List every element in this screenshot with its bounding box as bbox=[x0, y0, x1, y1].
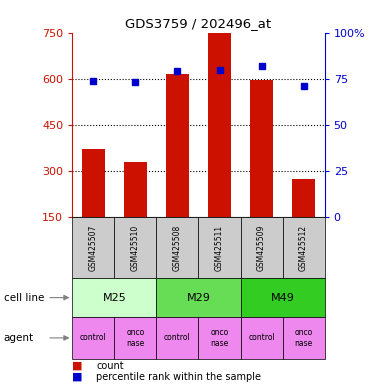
Bar bbox=[283, 317, 325, 359]
Bar bbox=[72, 317, 114, 359]
Bar bbox=[157, 278, 240, 317]
Bar bbox=[157, 317, 198, 359]
Text: GSM425512: GSM425512 bbox=[299, 225, 308, 271]
Text: count: count bbox=[96, 361, 124, 371]
Bar bbox=[208, 33, 231, 217]
Title: GDS3759 / 202496_at: GDS3759 / 202496_at bbox=[125, 17, 272, 30]
Text: control: control bbox=[248, 333, 275, 343]
Text: control: control bbox=[80, 333, 107, 343]
Bar bbox=[240, 217, 283, 278]
Text: M29: M29 bbox=[187, 293, 210, 303]
Bar bbox=[240, 317, 283, 359]
Bar bbox=[82, 149, 105, 217]
Text: GSM425511: GSM425511 bbox=[215, 225, 224, 271]
Bar bbox=[240, 278, 325, 317]
Text: onco
nase: onco nase bbox=[295, 328, 313, 348]
Bar bbox=[157, 217, 198, 278]
Bar bbox=[114, 217, 157, 278]
Text: M49: M49 bbox=[270, 293, 295, 303]
Bar bbox=[124, 162, 147, 217]
Bar bbox=[72, 278, 157, 317]
Text: percentile rank within the sample: percentile rank within the sample bbox=[96, 372, 262, 382]
Bar bbox=[166, 74, 189, 217]
Text: GSM425507: GSM425507 bbox=[89, 225, 98, 271]
Bar bbox=[198, 317, 240, 359]
Text: M25: M25 bbox=[102, 293, 126, 303]
Text: GSM425508: GSM425508 bbox=[173, 225, 182, 271]
Bar bbox=[283, 217, 325, 278]
Text: agent: agent bbox=[4, 333, 34, 343]
Text: GSM425509: GSM425509 bbox=[257, 225, 266, 271]
Text: onco
nase: onco nase bbox=[126, 328, 145, 348]
Text: control: control bbox=[164, 333, 191, 343]
Text: GSM425510: GSM425510 bbox=[131, 225, 140, 271]
Bar bbox=[72, 217, 114, 278]
Text: cell line: cell line bbox=[4, 293, 44, 303]
Text: ■: ■ bbox=[72, 372, 86, 382]
Text: ■: ■ bbox=[72, 361, 86, 371]
Bar bbox=[114, 317, 157, 359]
Text: onco
nase: onco nase bbox=[210, 328, 229, 348]
Bar bbox=[292, 179, 315, 217]
Bar bbox=[250, 80, 273, 217]
Bar bbox=[198, 217, 240, 278]
